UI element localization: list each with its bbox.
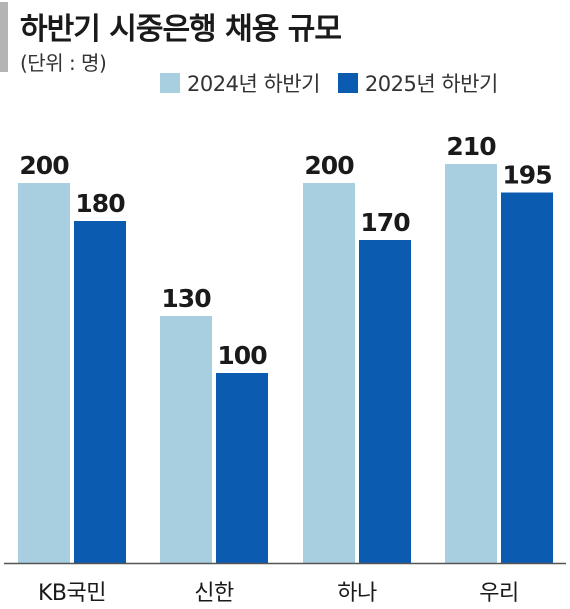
- data-label-2025-3: 195: [502, 161, 551, 190]
- unit-label: (단위 : 명): [20, 51, 107, 75]
- data-label-2024-0: 200: [19, 151, 69, 180]
- title-accent-bar: [0, 2, 8, 72]
- legend-swatch-2025: [337, 73, 358, 93]
- bar-2025-0: [74, 221, 126, 563]
- legend-label-2025: 2025년 하반기: [364, 72, 498, 96]
- x-tick-label-2: 하나: [337, 581, 377, 606]
- data-label-2024-1: 130: [161, 284, 211, 313]
- legend-item-2024: 2024년 하반기: [160, 68, 320, 98]
- x-tick-label-3: 우리: [479, 581, 518, 606]
- data-label-2025-0: 180: [75, 189, 125, 218]
- bar-2024-0: [18, 183, 70, 563]
- chart-title: 하반기 시중은행 채용 규모: [20, 12, 342, 47]
- legend-label-2024: 2024년 하반기: [187, 72, 320, 96]
- bar-2025-1: [216, 373, 268, 563]
- data-label-2024-3: 210: [446, 132, 496, 161]
- bar-2025-2: [359, 240, 411, 563]
- bar-2024-3: [445, 164, 497, 563]
- data-label-2025-2: 170: [360, 208, 410, 237]
- bar-2024-2: [303, 183, 355, 563]
- chart-legend: 2024년 하반기 2025년 하반기: [160, 68, 516, 98]
- bar-2024-1: [160, 316, 212, 563]
- x-tick-label-0: KB국민: [38, 581, 106, 606]
- bar-2025-3: [501, 192, 553, 563]
- x-tick-label-1: 신한: [194, 581, 234, 606]
- legend-swatch-2024: [160, 73, 180, 93]
- data-label-2025-1: 100: [217, 341, 267, 370]
- legend-item-2025: 2025년 하반기: [337, 68, 498, 98]
- data-label-2024-2: 200: [304, 151, 354, 180]
